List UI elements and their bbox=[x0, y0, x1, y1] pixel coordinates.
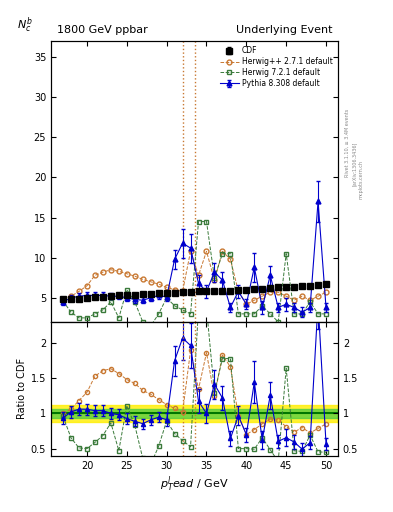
Herwig 7.2.1 default bbox=[101, 307, 105, 313]
Legend: CDF, Herwig++ 2.7.1 default, Herwig 7.2.1 default, Pythia 8.308 default: CDF, Herwig++ 2.7.1 default, Herwig 7.2.… bbox=[218, 45, 334, 90]
Herwig 7.2.1 default bbox=[172, 303, 177, 309]
Herwig++ 2.7.1 default bbox=[260, 293, 264, 300]
Herwig 7.2.1 default bbox=[212, 274, 217, 281]
Herwig++ 2.7.1 default bbox=[316, 293, 320, 300]
Herwig++ 2.7.1 default bbox=[69, 293, 73, 300]
Herwig++ 2.7.1 default bbox=[180, 288, 185, 294]
Herwig++ 2.7.1 default bbox=[132, 273, 137, 279]
Herwig++ 2.7.1 default bbox=[292, 297, 296, 303]
Herwig 7.2.1 default bbox=[228, 250, 233, 257]
Text: Rivet 3.1.10, ≥ 3.4M events: Rivet 3.1.10, ≥ 3.4M events bbox=[345, 109, 350, 178]
Herwig 7.2.1 default bbox=[316, 311, 320, 317]
Herwig++ 2.7.1 default bbox=[284, 293, 288, 300]
Herwig 7.2.1 default bbox=[300, 311, 305, 317]
Herwig++ 2.7.1 default bbox=[93, 272, 97, 279]
Herwig++ 2.7.1 default bbox=[204, 248, 209, 254]
Text: Underlying Event: Underlying Event bbox=[236, 25, 332, 35]
Herwig++ 2.7.1 default bbox=[116, 268, 121, 274]
Bar bbox=[51, 409, 338, 418]
Herwig 7.2.1 default bbox=[132, 299, 137, 305]
X-axis label: $p_T^l ead$ / GeV: $p_T^l ead$ / GeV bbox=[160, 475, 229, 494]
Line: Herwig 7.2.1 default: Herwig 7.2.1 default bbox=[61, 219, 329, 328]
Herwig 7.2.1 default bbox=[308, 299, 312, 305]
Herwig++ 2.7.1 default bbox=[140, 276, 145, 283]
Herwig++ 2.7.1 default bbox=[101, 269, 105, 275]
Herwig++ 2.7.1 default bbox=[212, 277, 217, 283]
Herwig++ 2.7.1 default bbox=[125, 271, 129, 277]
Herwig 7.2.1 default bbox=[244, 311, 249, 317]
Herwig++ 2.7.1 default bbox=[252, 297, 257, 303]
Herwig 7.2.1 default bbox=[180, 307, 185, 313]
Y-axis label: $N_c^b$: $N_c^b$ bbox=[17, 16, 33, 35]
Herwig++ 2.7.1 default bbox=[172, 287, 177, 293]
Herwig++ 2.7.1 default bbox=[300, 293, 305, 300]
Y-axis label: Ratio to CDF: Ratio to CDF bbox=[17, 358, 27, 419]
Herwig++ 2.7.1 default bbox=[236, 288, 241, 294]
Herwig++ 2.7.1 default bbox=[220, 248, 225, 254]
Text: mcplots.cern.ch: mcplots.cern.ch bbox=[358, 160, 364, 199]
Herwig 7.2.1 default bbox=[276, 319, 281, 325]
Herwig 7.2.1 default bbox=[260, 303, 264, 309]
Herwig 7.2.1 default bbox=[220, 250, 225, 257]
Herwig++ 2.7.1 default bbox=[276, 289, 281, 295]
Herwig 7.2.1 default bbox=[108, 299, 113, 305]
Herwig 7.2.1 default bbox=[140, 319, 145, 325]
Herwig++ 2.7.1 default bbox=[61, 296, 65, 303]
Herwig 7.2.1 default bbox=[69, 309, 73, 315]
Herwig 7.2.1 default bbox=[156, 311, 161, 317]
Herwig 7.2.1 default bbox=[252, 311, 257, 317]
Herwig++ 2.7.1 default bbox=[196, 272, 201, 279]
Herwig 7.2.1 default bbox=[93, 311, 97, 317]
Herwig 7.2.1 default bbox=[196, 219, 201, 225]
Herwig 7.2.1 default bbox=[204, 219, 209, 225]
Text: [arXiv:1306.3436]: [arXiv:1306.3436] bbox=[352, 142, 357, 186]
Herwig 7.2.1 default bbox=[188, 311, 193, 317]
Herwig++ 2.7.1 default bbox=[84, 283, 89, 289]
Herwig 7.2.1 default bbox=[125, 287, 129, 293]
Herwig++ 2.7.1 default bbox=[244, 301, 249, 307]
Herwig 7.2.1 default bbox=[268, 311, 273, 317]
Herwig++ 2.7.1 default bbox=[324, 289, 329, 295]
Herwig++ 2.7.1 default bbox=[308, 297, 312, 303]
Herwig 7.2.1 default bbox=[236, 311, 241, 317]
Herwig++ 2.7.1 default bbox=[268, 289, 273, 295]
Herwig++ 2.7.1 default bbox=[164, 284, 169, 290]
Herwig 7.2.1 default bbox=[84, 315, 89, 321]
Bar bbox=[51, 405, 338, 422]
Herwig 7.2.1 default bbox=[324, 311, 329, 317]
Text: 1800 GeV ppbar: 1800 GeV ppbar bbox=[57, 25, 148, 35]
Herwig++ 2.7.1 default bbox=[228, 256, 233, 262]
Line: Herwig++ 2.7.1 default: Herwig++ 2.7.1 default bbox=[61, 249, 329, 307]
Herwig 7.2.1 default bbox=[61, 298, 65, 304]
Herwig 7.2.1 default bbox=[77, 315, 81, 321]
Herwig 7.2.1 default bbox=[116, 315, 121, 321]
Herwig 7.2.1 default bbox=[284, 250, 288, 257]
Herwig 7.2.1 default bbox=[164, 295, 169, 301]
Herwig++ 2.7.1 default bbox=[77, 288, 81, 294]
Herwig++ 2.7.1 default bbox=[156, 281, 161, 287]
Herwig 7.2.1 default bbox=[292, 311, 296, 317]
Herwig++ 2.7.1 default bbox=[108, 267, 113, 273]
Herwig++ 2.7.1 default bbox=[188, 248, 193, 254]
Herwig 7.2.1 default bbox=[148, 323, 153, 329]
Herwig++ 2.7.1 default bbox=[148, 279, 153, 285]
